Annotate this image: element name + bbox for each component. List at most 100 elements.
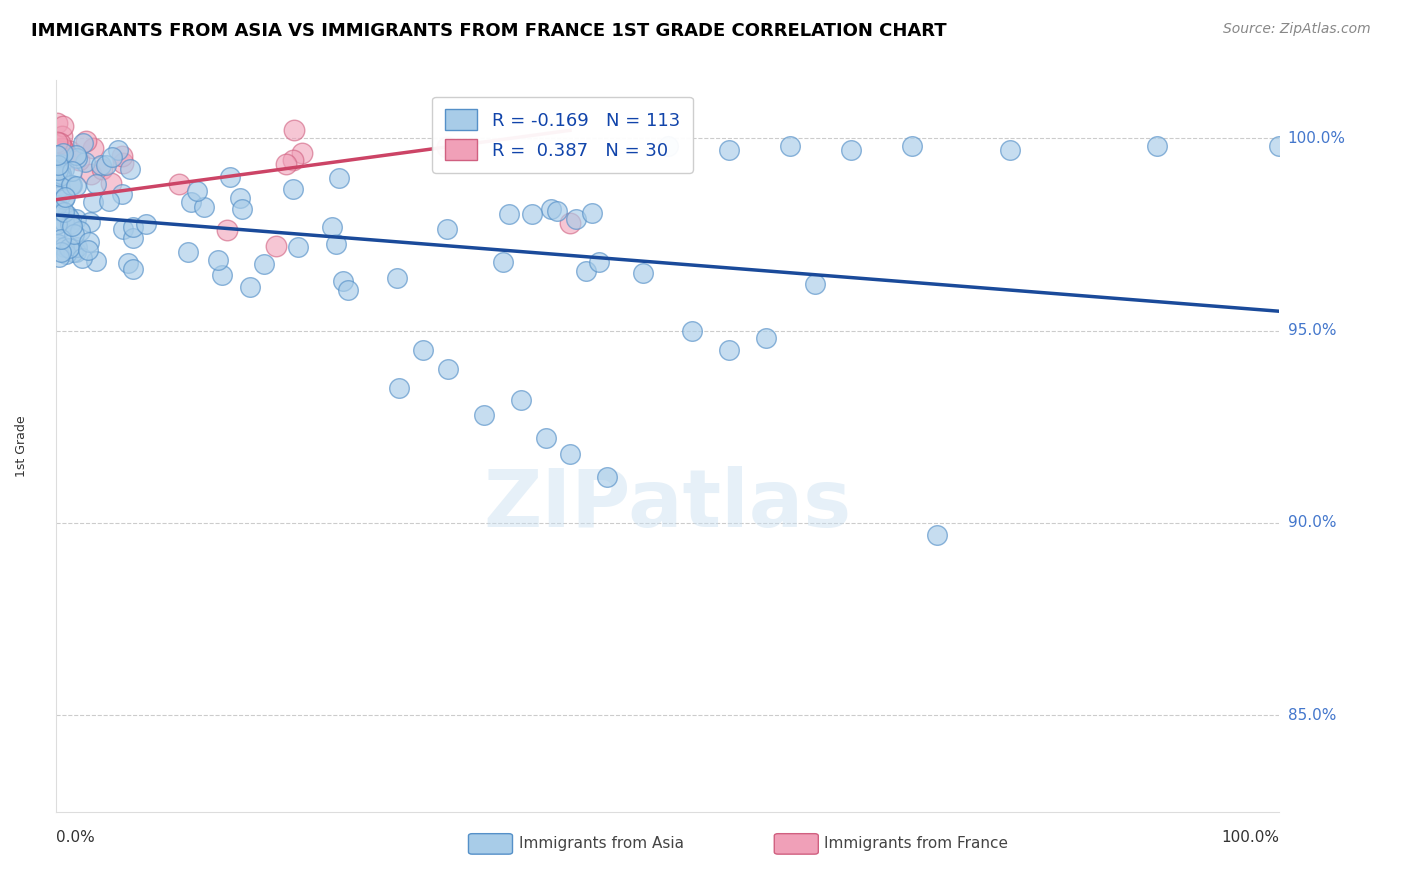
Point: [575, 263, 598, 277]
Point: [803, 277, 825, 292]
Point: [51, 157, 73, 171]
Point: [89, 159, 111, 173]
Point: [80, 168, 103, 182]
Point: [281, 153, 304, 167]
Point: [82, 195, 104, 210]
Point: [52, 240, 75, 254]
Point: [385, 271, 408, 285]
Point: [46, 158, 69, 172]
Point: [75, 134, 97, 148]
Point: [98, 194, 121, 208]
Point: [239, 280, 262, 294]
Point: [180, 195, 202, 210]
Point: [60, 178, 83, 193]
Point: [53, 205, 76, 219]
Point: [59, 144, 82, 158]
Point: [49, 232, 72, 246]
Point: [321, 219, 343, 234]
Text: 100.0%: 100.0%: [1288, 130, 1346, 145]
Point: [66, 151, 89, 165]
Point: [177, 245, 200, 260]
Point: [70, 251, 93, 265]
Point: [135, 217, 157, 231]
Legend: R = -0.169   N = 113, R =  0.387   N = 30: R = -0.169 N = 113, R = 0.387 N = 30: [432, 96, 693, 173]
Point: [581, 205, 603, 219]
Point: [101, 150, 124, 164]
Point: [253, 257, 276, 271]
Point: [287, 240, 309, 254]
Point: [52, 119, 75, 133]
Point: [122, 219, 145, 234]
Point: [193, 200, 215, 214]
Point: [167, 178, 190, 192]
Point: [51, 145, 73, 159]
Point: [59, 217, 82, 231]
Point: [46, 135, 69, 149]
Point: [211, 268, 233, 282]
Point: [122, 262, 145, 277]
FancyBboxPatch shape: [468, 834, 513, 855]
Point: [49, 167, 72, 181]
Point: [436, 362, 458, 376]
Point: [66, 240, 89, 254]
Point: [925, 527, 948, 541]
Point: [901, 138, 924, 153]
Point: [492, 255, 515, 269]
Text: ZIPatlas: ZIPatlas: [484, 466, 852, 543]
Point: [52, 215, 75, 229]
Point: [546, 203, 568, 218]
Point: [58, 211, 80, 226]
Point: [65, 211, 87, 226]
Point: [332, 274, 354, 288]
Point: [48, 136, 70, 150]
Point: [588, 255, 610, 269]
Text: 95.0%: 95.0%: [1288, 323, 1336, 338]
Point: [46, 163, 69, 178]
Point: [77, 235, 100, 249]
FancyBboxPatch shape: [775, 834, 818, 855]
Point: [48, 251, 70, 265]
Point: [111, 187, 134, 202]
Text: 90.0%: 90.0%: [1288, 516, 1336, 531]
Point: [52, 142, 75, 156]
Point: [122, 230, 145, 244]
Point: [520, 207, 543, 221]
Point: [49, 169, 72, 184]
Point: [596, 470, 619, 484]
Point: [779, 138, 801, 153]
Point: [46, 147, 69, 161]
Point: [94, 158, 117, 172]
Point: [91, 161, 114, 176]
Point: [51, 140, 73, 154]
Point: [117, 256, 139, 270]
Point: [53, 162, 76, 177]
Point: [681, 324, 703, 338]
Point: [498, 207, 520, 221]
Point: [62, 245, 84, 260]
Point: [72, 136, 94, 151]
Point: [107, 143, 129, 157]
Point: [1146, 138, 1168, 153]
Point: [388, 381, 411, 395]
Point: [46, 237, 69, 252]
Point: [84, 253, 107, 268]
Point: [60, 178, 83, 193]
Point: [46, 116, 69, 130]
Point: [69, 153, 91, 168]
Point: [207, 253, 229, 268]
Point: [657, 138, 679, 153]
Point: [46, 162, 69, 177]
Text: Immigrants from France: Immigrants from France: [824, 837, 1008, 851]
Point: [291, 146, 314, 161]
Point: [49, 169, 72, 183]
Point: [58, 241, 80, 255]
Point: [48, 163, 70, 178]
Point: [49, 150, 72, 164]
Point: [436, 222, 458, 236]
Point: [53, 192, 76, 206]
Text: 85.0%: 85.0%: [1288, 708, 1336, 723]
Point: [718, 343, 741, 357]
Text: 100.0%: 100.0%: [1222, 830, 1279, 845]
Point: [281, 182, 304, 196]
Point: [49, 245, 72, 260]
